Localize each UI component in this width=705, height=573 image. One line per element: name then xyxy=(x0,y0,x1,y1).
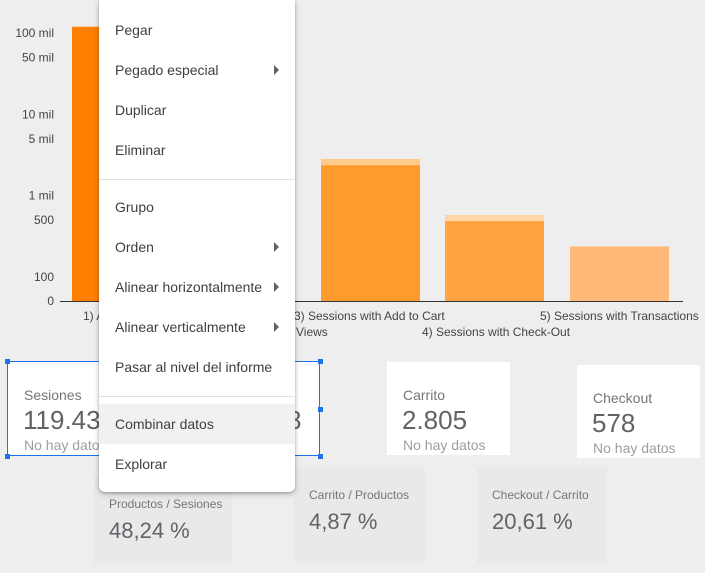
menu-item-label: Eliminar xyxy=(115,142,166,158)
y-tick-label: 500 xyxy=(34,213,54,227)
y-axis: 100 mil 50 mil 10 mil 5 mil 1 mil 500 100 0 xyxy=(15,26,54,308)
submenu-arrow-icon xyxy=(274,242,279,252)
resize-handle-top-left[interactable] xyxy=(5,359,10,364)
ratio-value: 48,24 % xyxy=(109,518,190,543)
scorecard-value: 2.805 xyxy=(402,405,468,435)
menu-item-label: Orden xyxy=(115,239,154,255)
scorecard-carrito[interactable]: Carrito 2.805 No hay datos xyxy=(387,362,510,455)
menu-item-label: Explorar xyxy=(115,456,168,472)
menu-item-label: Pegar xyxy=(115,22,153,38)
submenu-arrow-icon xyxy=(274,65,279,75)
ratio-card-carrito-productos[interactable]: Carrito / Productos 4,87 % xyxy=(294,467,425,563)
menu-item-label: Alinear verticalmente xyxy=(115,319,246,335)
scorecard-label: Checkout xyxy=(593,390,653,406)
ratio-label: Checkout / Carrito xyxy=(492,488,589,502)
resize-handle-bottom-left[interactable] xyxy=(5,454,10,459)
scorecard-label: Carrito xyxy=(403,387,446,403)
context-menu: Pegar Pegado especial Duplicar Eliminar … xyxy=(99,0,295,492)
ratio-value: 4,87 % xyxy=(309,509,378,534)
menu-item-label: Pasar al nivel del informe xyxy=(115,359,273,375)
funnel-bar[interactable] xyxy=(570,246,669,301)
resize-handle-middle-right[interactable] xyxy=(318,407,323,412)
funnel-bar-cap xyxy=(321,159,420,166)
y-tick-label: 10 mil xyxy=(22,107,54,121)
menu-separator xyxy=(99,179,295,180)
scorecard-checkout[interactable]: Checkout 578 No hay datos xyxy=(577,365,700,458)
menu-item-alinear-verticalmente[interactable]: Alinear verticalmente xyxy=(99,307,295,347)
menu-item-label: Grupo xyxy=(115,199,154,215)
ratio-label: Carrito / Productos xyxy=(309,488,410,502)
x-label-4: 4) Sessions with Check-Out xyxy=(422,325,571,339)
y-tick-label: 1 mil xyxy=(29,189,54,203)
x-label-2-part: Views xyxy=(296,325,328,339)
scorecard-note: No hay datos xyxy=(403,437,486,453)
ratio-value: 20,61 % xyxy=(492,509,573,534)
menu-item-orden[interactable]: Orden xyxy=(99,227,295,267)
funnel-bar[interactable] xyxy=(445,215,544,301)
menu-item-combinar-datos[interactable]: Combinar datos xyxy=(99,404,295,444)
menu-item-eliminar[interactable]: Eliminar xyxy=(99,130,295,170)
funnel-bar[interactable] xyxy=(321,159,420,301)
scorecard-value: 119.43 xyxy=(23,405,101,435)
funnel-bar-cap xyxy=(445,215,544,222)
x-label-5: 5) Sessions with Transactions xyxy=(540,309,699,323)
menu-item-grupo[interactable]: Grupo xyxy=(99,187,295,227)
menu-item-duplicar[interactable]: Duplicar xyxy=(99,90,295,130)
menu-item-label: Pegado especial xyxy=(115,62,219,78)
y-tick-label: 5 mil xyxy=(29,132,54,146)
y-tick-label: 50 mil xyxy=(22,50,54,64)
menu-item-pasar-al-nivel-del-informe[interactable]: Pasar al nivel del informe xyxy=(99,347,295,387)
ratio-card-checkout-carrito[interactable]: Checkout / Carrito 20,61 % xyxy=(477,467,607,563)
menu-separator xyxy=(99,396,295,397)
y-tick-label: 100 xyxy=(34,270,54,284)
menu-item-explorar[interactable]: Explorar xyxy=(99,444,295,484)
submenu-arrow-icon xyxy=(274,322,279,332)
y-tick-label: 100 mil xyxy=(15,26,54,40)
scorecard-value: 578 xyxy=(592,408,636,438)
x-label-3: 3) Sessions with Add to Cart xyxy=(294,309,445,323)
menu-item-pegar[interactable]: Pegar xyxy=(99,10,295,50)
scorecard-note: No hay datos xyxy=(24,437,107,453)
ratio-label: Productos / Sesiones xyxy=(109,497,223,511)
y-tick-label: 0 xyxy=(47,294,54,308)
resize-handle-top-right[interactable] xyxy=(318,359,323,364)
menu-item-label: Duplicar xyxy=(115,102,167,118)
menu-item-label: Alinear horizontalmente xyxy=(115,279,263,295)
menu-item-pegado-especial[interactable]: Pegado especial xyxy=(99,50,295,90)
submenu-arrow-icon xyxy=(274,282,279,292)
menu-item-label: Combinar datos xyxy=(115,416,214,432)
scorecard-label: Sesiones xyxy=(24,387,82,403)
scorecard-note: No hay datos xyxy=(593,440,676,456)
resize-handle-bottom-right[interactable] xyxy=(318,454,323,459)
menu-item-alinear-horizontalmente[interactable]: Alinear horizontalmente xyxy=(99,267,295,307)
